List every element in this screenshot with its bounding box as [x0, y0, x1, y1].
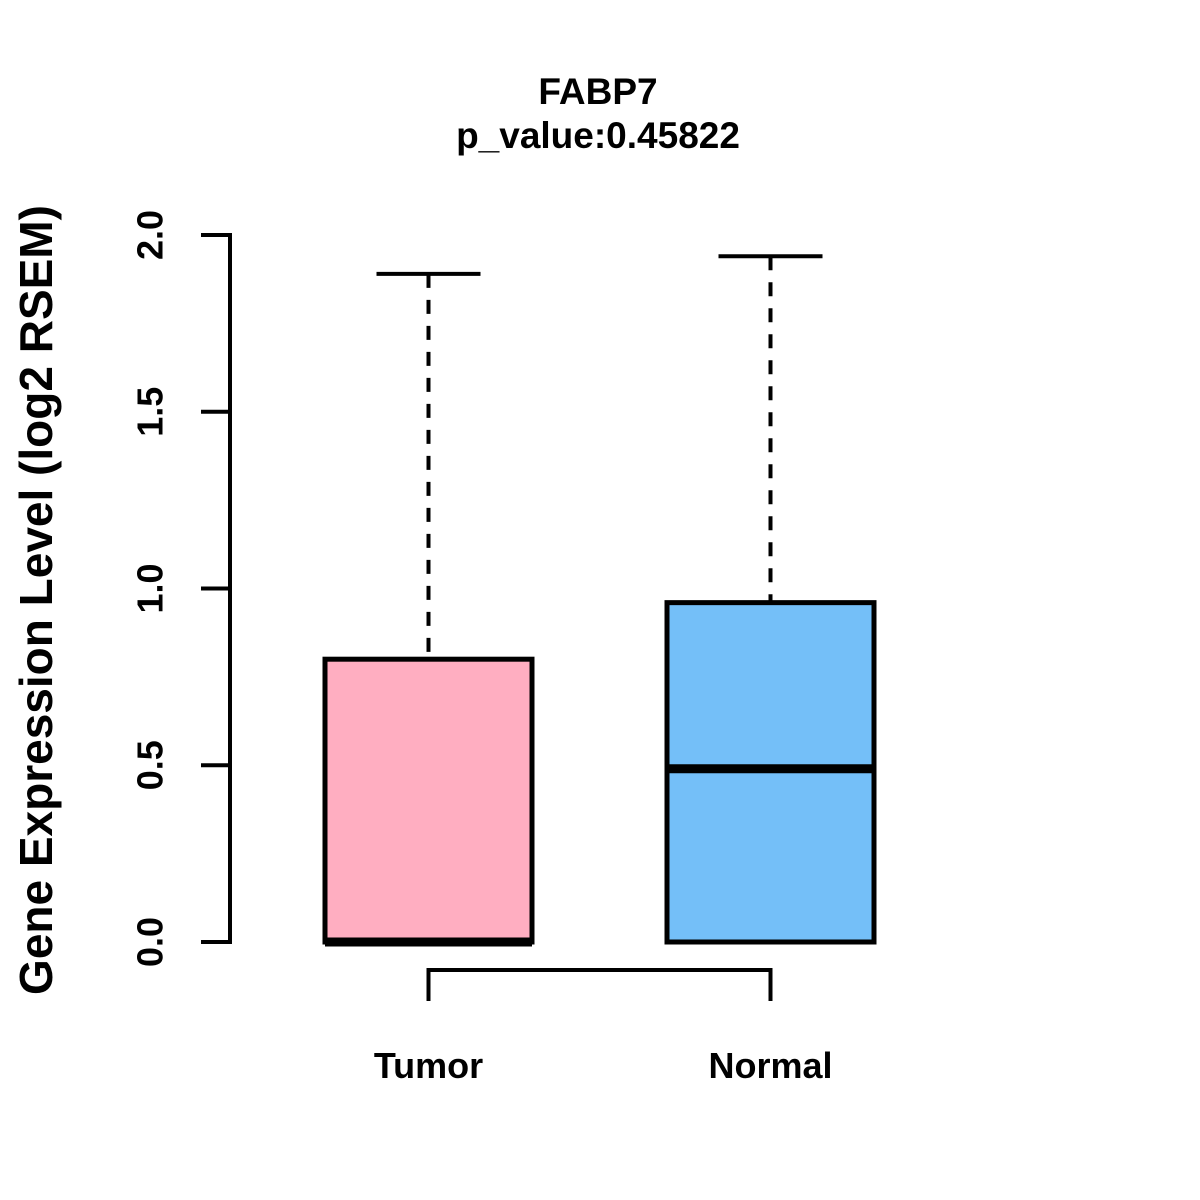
group-label-normal: Normal [708, 1045, 832, 1086]
box-tumor [322, 656, 535, 945]
y-axis-tick-label: 1.5 [130, 387, 171, 437]
y-axis-tick-label: 2.0 [130, 210, 171, 260]
group-label-tumor: Tumor [374, 1045, 483, 1086]
y-axis-tick-label: 1.0 [130, 563, 171, 613]
chart-title: FABP7 [538, 71, 658, 112]
comparison-bracket [426, 968, 773, 1001]
y-axis-tick-label: 0.5 [130, 740, 171, 790]
chart-subtitle: p_value:0.45822 [456, 115, 740, 156]
y-axis-tick-label: 0.0 [130, 917, 171, 967]
